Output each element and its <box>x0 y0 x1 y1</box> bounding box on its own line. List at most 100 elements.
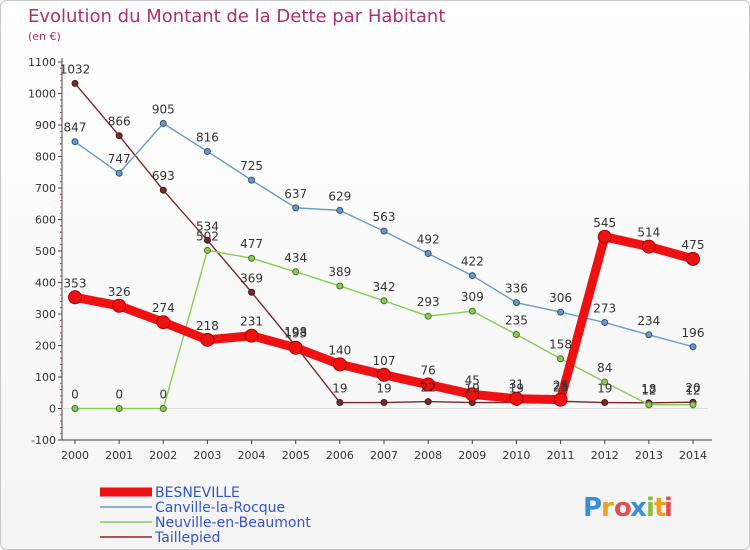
data-point-besneville <box>597 229 612 244</box>
data-point-canville-la-rocque <box>115 169 123 177</box>
data-point-besneville <box>200 332 215 347</box>
data-point-canville-la-rocque <box>336 206 344 214</box>
data-point-besneville <box>465 387 480 402</box>
data-point-neuville-en-beaumont <box>159 405 167 412</box>
data-label-besneville: 475 <box>682 238 705 252</box>
data-point-taillepied <box>248 288 256 296</box>
data-label-taillepied: 693 <box>152 169 175 183</box>
data-label-neuville-en-beaumont: 389 <box>328 265 351 279</box>
data-point-canville-la-rocque <box>248 176 256 184</box>
data-label-besneville: 326 <box>108 285 131 299</box>
data-label-besneville: 218 <box>196 319 219 333</box>
data-point-neuville-en-beaumont <box>203 246 211 254</box>
data-label-besneville: 76 <box>421 364 436 378</box>
data-point-canville-la-rocque <box>557 308 565 316</box>
data-point-neuville-en-beaumont <box>248 254 256 262</box>
data-point-besneville <box>509 391 524 406</box>
y-tick-label: 400 <box>35 277 56 290</box>
data-point-canville-la-rocque <box>71 138 79 146</box>
data-label-besneville: 107 <box>373 354 396 368</box>
x-tick-label: 2014 <box>679 449 707 462</box>
x-tick-label: 2009 <box>458 449 486 462</box>
data-label-besneville: 31 <box>509 378 524 392</box>
chart-title: Evolution du Montant de la Dette par Hab… <box>28 6 445 27</box>
data-label-canville-la-rocque: 905 <box>152 102 175 116</box>
data-label-canville-la-rocque: 816 <box>196 130 219 144</box>
data-label-neuville-en-beaumont: 477 <box>240 237 263 251</box>
legend-label-neuville-en-beaumont: Neuville-en-Beaumont <box>155 515 311 531</box>
data-label-canville-la-rocque: 747 <box>108 152 131 166</box>
data-point-neuville-en-beaumont <box>689 401 697 409</box>
x-tick-label: 2006 <box>326 449 354 462</box>
data-label-taillepied: 369 <box>240 271 263 285</box>
legend-label-besneville: BESNEVILLE <box>155 485 240 501</box>
data-label-besneville: 274 <box>152 301 175 315</box>
y-tick-label: 500 <box>35 245 56 258</box>
data-label-besneville: 140 <box>328 343 351 357</box>
chart-subtitle: (en €) <box>28 30 61 43</box>
brand-letter: P <box>583 493 602 523</box>
y-tick-label: 600 <box>35 214 56 227</box>
data-point-besneville <box>68 290 82 305</box>
data-label-canville-la-rocque: 336 <box>505 282 528 296</box>
data-point-neuville-en-beaumont <box>468 307 476 315</box>
data-point-besneville <box>553 392 568 407</box>
data-point-besneville <box>332 357 347 372</box>
data-label-neuville-en-beaumont: 293 <box>417 295 440 309</box>
data-labels: 1032 866 693 534 369 198 19 19 22 19 19 23 19 18 20 0 0 0… <box>60 62 705 401</box>
data-label-neuville-en-beaumont: 434 <box>284 251 307 265</box>
data-label-neuville-en-beaumont: 309 <box>461 290 484 304</box>
data-label-besneville: 545 <box>593 216 616 230</box>
y-tick-label: 900 <box>35 119 56 132</box>
data-point-canville-la-rocque <box>512 299 520 307</box>
data-point-besneville <box>244 328 259 343</box>
data-label-taillepied: 19 <box>509 382 524 396</box>
legend-label-taillepied: Taillepied <box>154 530 220 546</box>
data-label-besneville: 45 <box>465 373 480 387</box>
x-tick-label: 2003 <box>193 449 221 462</box>
data-point-canville-la-rocque <box>601 319 609 327</box>
data-label-neuville-en-beaumont: 502 <box>196 229 219 243</box>
data-point-canville-la-rocque <box>645 331 653 339</box>
data-label-taillepied: 20 <box>685 381 700 395</box>
data-label-besneville: 514 <box>637 226 660 240</box>
data-point-taillepied <box>115 132 123 140</box>
data-point-canville-la-rocque <box>159 119 167 127</box>
series-group <box>68 79 700 412</box>
data-label-taillepied: 19 <box>376 382 391 396</box>
data-point-taillepied <box>203 236 211 244</box>
y-tick-label: 1000 <box>28 88 56 101</box>
data-point-taillepied <box>71 79 79 87</box>
data-label-besneville: 231 <box>240 315 263 329</box>
y-tick-label: 700 <box>35 182 56 195</box>
data-label-canville-la-rocque: 563 <box>373 210 396 224</box>
brand-letter: i <box>646 493 655 523</box>
data-point-canville-la-rocque <box>292 204 300 212</box>
data-label-taillepied: 198 <box>284 325 307 339</box>
data-label-taillepied: 19 <box>597 382 612 396</box>
data-point-canville-la-rocque <box>689 343 697 351</box>
data-point-canville-la-rocque <box>468 272 476 280</box>
data-label-canville-la-rocque: 629 <box>328 189 351 203</box>
data-label-taillepied: 19 <box>465 382 480 396</box>
data-point-neuville-en-beaumont <box>380 297 388 305</box>
proxiti-logo: Pr ox i ti <box>583 493 673 523</box>
data-label-canville-la-rocque: 492 <box>417 233 440 247</box>
data-label-canville-la-rocque: 637 <box>284 187 307 201</box>
data-label-besneville: 193 <box>284 327 307 341</box>
data-label-canville-la-rocque: 273 <box>593 302 616 316</box>
x-tick-label: 2005 <box>282 449 310 462</box>
x-tick-label: 2000 <box>61 449 89 462</box>
data-label-besneville: 353 <box>64 276 87 290</box>
data-label-neuville-en-beaumont: 158 <box>549 338 572 352</box>
legend-label-canville-la-rocque: Canville-la-Rocque <box>155 500 285 516</box>
data-label-neuville-en-beaumont: 235 <box>505 313 528 327</box>
data-label-neuville-en-beaumont: 0 <box>159 388 167 402</box>
data-point-neuville-en-beaumont <box>115 405 123 412</box>
brand-letter: x <box>630 493 647 523</box>
y-tick-label: 100 <box>35 371 56 384</box>
data-label-taillepied: 22 <box>421 381 436 395</box>
x-tick-label: 2013 <box>635 449 663 462</box>
data-label-canville-la-rocque: 422 <box>461 255 484 269</box>
data-point-besneville <box>421 377 436 392</box>
